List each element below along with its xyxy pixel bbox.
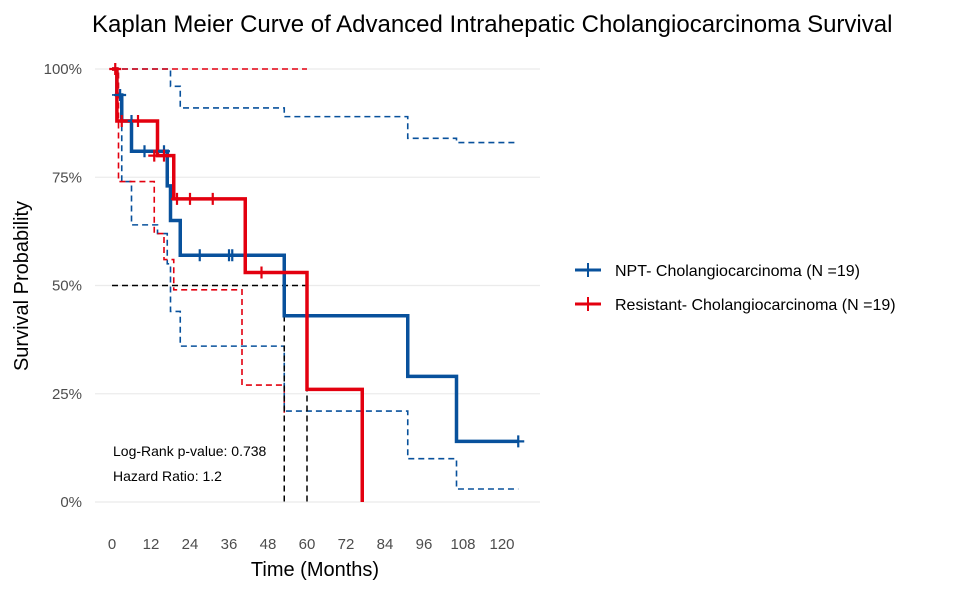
median-lines xyxy=(112,284,308,502)
x-axis-title: Time (Months) xyxy=(251,559,379,581)
y-tick-label: 100% xyxy=(44,61,82,78)
legend-label-npt: NPT- Cholangiocarcinoma (N =19) xyxy=(615,263,860,280)
confidence-bands xyxy=(112,68,519,490)
y-axis-title: Survival Probability xyxy=(11,201,33,371)
y-tick-label: 25% xyxy=(52,386,82,403)
y-axis-ticks: 0% 25% 50% 75% 100% xyxy=(44,61,82,511)
x-tick-label: 96 xyxy=(416,536,433,553)
censor-mark-npt xyxy=(193,249,206,262)
survival-curve-npt xyxy=(112,67,519,444)
x-tick-label: 0 xyxy=(108,536,116,553)
censor-mark-resistant xyxy=(132,114,144,127)
censor-mark-npt xyxy=(114,88,127,101)
ci-lower-line-npt xyxy=(112,94,519,490)
x-tick-label: 84 xyxy=(377,536,394,553)
y-tick-label: 50% xyxy=(52,278,82,295)
censor-mark-npt xyxy=(138,145,151,158)
censor-marks xyxy=(109,63,525,448)
x-tick-label: 120 xyxy=(489,536,514,553)
censor-mark-resistant xyxy=(171,192,183,205)
x-tick-label: 24 xyxy=(182,536,199,553)
censor-mark-resistant xyxy=(109,63,122,75)
y-tick-label: 0% xyxy=(60,494,82,511)
x-tick-label: 60 xyxy=(299,536,316,553)
censor-mark-resistant xyxy=(255,266,268,279)
chart-title: Kaplan Meier Curve of Advanced Intrahepa… xyxy=(92,11,892,38)
x-tick-label: 12 xyxy=(143,536,160,553)
censor-mark-resistant xyxy=(184,192,196,205)
annotation-logrank: Log-Rank p-value: 0.738 xyxy=(113,443,267,459)
annotation-hazard-ratio: Hazard Ratio: 1.2 xyxy=(113,468,222,484)
legend-item-resistant: Resistant- Cholangiocarcinoma (N =19) xyxy=(575,297,896,314)
legend: NPT- Cholangiocarcinoma (N =19) Resistan… xyxy=(575,263,896,314)
y-tick-label: 75% xyxy=(52,169,82,186)
x-tick-label: 48 xyxy=(260,536,277,553)
ci-upper-line-npt xyxy=(112,68,519,144)
ci-lower-line-resistant xyxy=(112,68,286,416)
x-tick-label: 36 xyxy=(221,536,238,553)
censor-mark-resistant xyxy=(115,114,128,127)
legend-label-resistant: Resistant- Cholangiocarcinoma (N =19) xyxy=(615,297,896,314)
x-tick-label: 108 xyxy=(450,536,475,553)
legend-item-npt: NPT- Cholangiocarcinoma (N =19) xyxy=(575,263,860,280)
censor-mark-npt xyxy=(226,249,239,262)
censor-mark-npt xyxy=(512,435,525,448)
x-axis-ticks: 0 12 24 36 48 60 72 84 96 108 120 xyxy=(108,536,515,553)
gridlines xyxy=(95,68,540,503)
x-tick-label: 72 xyxy=(338,536,355,553)
censor-mark-resistant xyxy=(206,192,219,205)
censor-mark-resistant xyxy=(158,149,170,162)
